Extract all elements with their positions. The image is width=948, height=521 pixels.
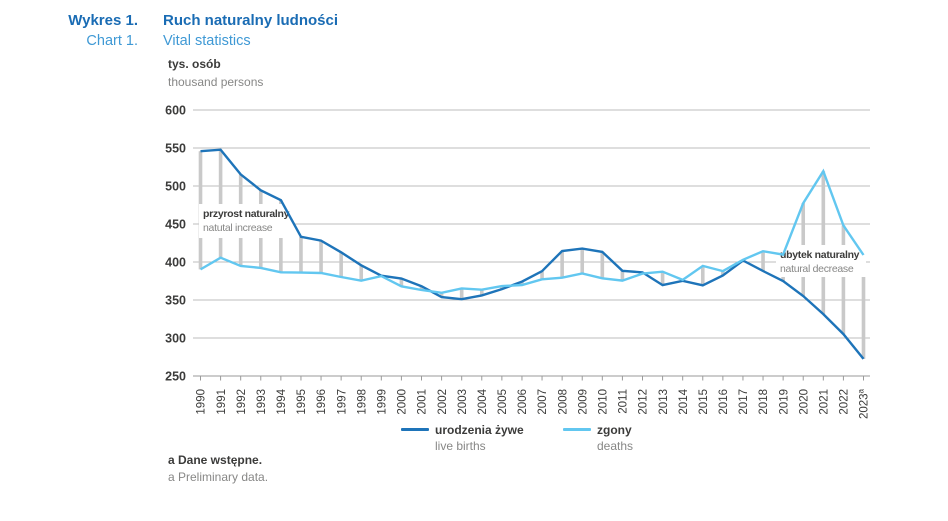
y-tick-label-500: 500 [165,180,186,194]
x-label-2022: 2022 [839,389,851,415]
chart-title-en-label: Vital statistics [163,33,251,49]
x-label-2001: 2001 [417,389,429,415]
x-label-2012: 2012 [638,389,650,415]
chart-title-en: Vital statistics [163,32,251,50]
x-label-1998: 1998 [356,389,368,415]
diff-bar-2011 [620,270,625,281]
diff-bar-2022 [841,225,846,335]
x-label-2014: 2014 [678,388,690,414]
x-label-2007: 2007 [537,389,549,415]
deaths-line-swatch [563,428,591,431]
x-label-1993: 1993 [256,389,268,415]
footnote-pl: a Dane wstępne. [168,453,263,467]
y-tick-label-250: 250 [165,370,186,384]
x-label-2019: 2019 [778,389,790,415]
y-tick-label-550: 550 [165,142,186,156]
x-label-2000: 2000 [397,389,409,415]
x-label-2009: 2009 [577,389,589,415]
x-label-2013: 2013 [658,389,670,415]
y-tick-label-400: 400 [165,256,186,270]
x-label-2005: 2005 [497,389,509,415]
annotation-box-left [199,204,293,238]
x-label-1994: 1994 [276,388,288,414]
diff-bar-2004 [479,289,484,296]
births-line [200,148,865,360]
diff-bar-2002 [439,292,444,298]
x-label-1999: 1999 [377,389,389,415]
deaths-line [199,168,865,295]
x-label-1990: 1990 [196,389,208,415]
y-tick-label-450: 450 [165,218,186,232]
page-title: Ruch naturalny ludności [163,12,338,30]
chart-number-en: Chart 1. [60,32,138,50]
annotation-pl-right: ubytek naturalny [780,249,860,261]
y-tick-label-350: 350 [165,294,186,308]
x-label-2016: 2016 [718,389,730,415]
y-tick-label-300: 300 [165,332,186,346]
chart-number-en-label: Chart 1. [86,33,138,49]
diff-bar-2023 [861,255,866,359]
x-label-1991: 1991 [216,389,228,415]
x-label-2023: 2023a [856,388,871,419]
live-births-line-swatch [401,428,429,431]
y-axis-unit-en: thousand persons [168,75,264,89]
x-label-2010: 2010 [598,389,610,415]
x-label-1996: 1996 [316,389,328,415]
legend-item-deaths: zgony deaths [563,422,633,454]
diff-bar-2001 [419,286,424,290]
x-label-2018: 2018 [758,389,770,415]
y-axis-unit-pl: tys. osób [168,57,221,71]
x-label-1992: 1992 [236,389,248,415]
diff-bar-2003 [459,288,464,300]
x-label-2008: 2008 [557,389,569,415]
x-label-2006: 2006 [517,389,529,415]
legend-live-births-pl: urodzenia żywe [435,423,524,437]
x-label-2004: 2004 [477,388,489,414]
diff-bar-2006 [520,281,524,286]
diff-bar-2015 [700,265,705,286]
x-label-1997: 1997 [336,389,348,415]
diff-bar-2005 [500,286,504,290]
diff-bar-2010 [600,251,605,279]
diff-bar-1997 [339,252,343,278]
chart-number-pl: Wykres 1. [60,12,138,30]
chart-title-pl: Ruch naturalny ludności [163,12,339,29]
x-label-2015: 2015 [698,389,710,415]
annotation-pl-left: przyrost naturalny [203,208,290,220]
diff-bar-1995 [299,236,303,273]
chart-number-pl-label: Wykres 1. [68,12,138,29]
y-tick-label-600: 600 [165,104,186,118]
diff-bar-2021 [821,171,826,315]
diff-bar-2009 [580,248,585,274]
x-label-2017: 2017 [738,389,750,415]
diff-bar-2016 [721,271,725,276]
diff-bar-2018 [761,251,765,271]
x-label-2021: 2021 [819,389,831,415]
footnote-en: a Preliminary data. [168,470,269,484]
annotation-en-right: natural decrease [780,263,854,275]
legend-item-live-births: urodzenia żywe live births [401,422,524,454]
diff-bar-2008 [560,250,564,278]
diff-bar-2007 [540,271,544,280]
diff-bar-1996 [319,240,323,274]
x-label-2002: 2002 [437,389,449,415]
annotation-box-right [776,245,866,277]
diff-bar-1998 [359,265,364,281]
diff-bar-1991 [218,149,223,258]
legend-deaths-pl: zgony [597,423,632,437]
x-label-1995: 1995 [296,389,308,415]
legend-live-births-en: live births [435,439,486,453]
x-label-2020: 2020 [798,389,810,415]
diff-bar-2013 [660,271,665,286]
x-label-2003: 2003 [457,389,469,415]
x-label-2011: 2011 [618,389,630,414]
annotation-en-left: natutal increase [203,222,273,234]
diff-bar-2000 [399,278,404,287]
legend-deaths-en: deaths [597,439,634,453]
